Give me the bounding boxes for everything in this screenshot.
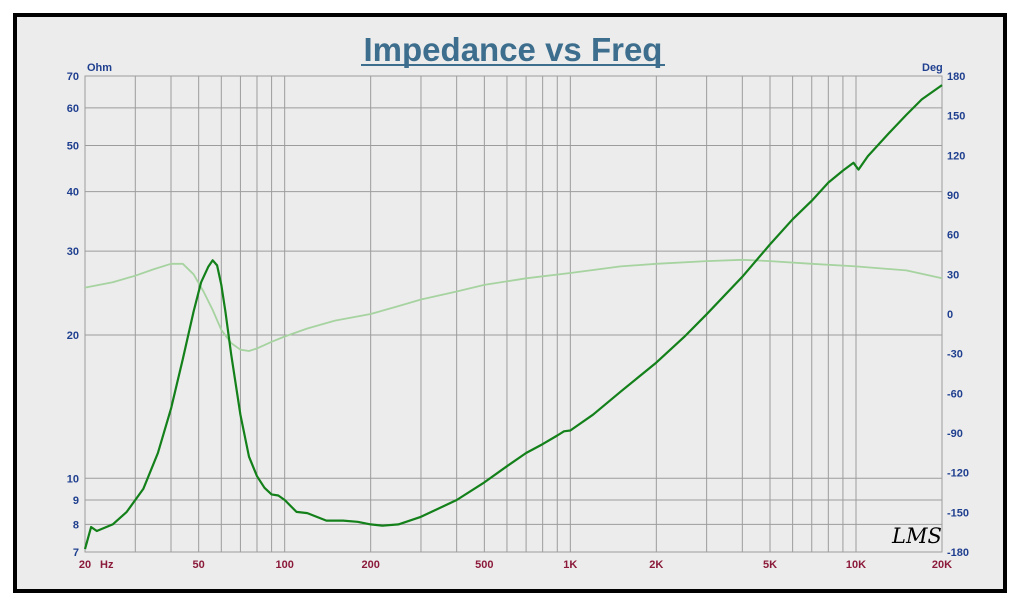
x-tick-label: 200	[361, 559, 379, 571]
left-tick-label: 50	[67, 141, 79, 153]
left-tick-label: 70	[67, 71, 79, 83]
impedance-chart: Impedance vs Freq Ohm Deg Hz 20 50 100 200 5…	[67, 31, 969, 571]
x-axis-unit: Hz	[100, 559, 114, 571]
x-tick-label: 1K	[563, 559, 577, 571]
right-tick-label: -90	[947, 428, 963, 440]
right-tick-label: 0	[947, 309, 953, 321]
x-tick-label: 500	[475, 559, 493, 571]
right-tick-label: 180	[947, 71, 965, 83]
right-tick-label: 150	[947, 111, 965, 123]
x-tick-label: 20K	[932, 559, 952, 571]
left-tick-label: 20	[67, 330, 79, 342]
x-tick-label: 10K	[846, 559, 866, 571]
left-tick-label: 8	[73, 519, 79, 531]
lms-logo: LMS	[891, 524, 942, 548]
right-tick-label: -60	[947, 388, 963, 400]
right-tick-label: -180	[947, 547, 969, 559]
grid	[84, 75, 943, 553]
right-axis-unit: Deg	[922, 62, 943, 74]
left-tick-label: 9	[73, 495, 79, 507]
right-tick-label: 120	[947, 150, 965, 162]
left-axis-unit: Ohm	[87, 62, 112, 74]
x-tick-label: 2K	[649, 559, 663, 571]
left-tick-label: 7	[73, 547, 79, 559]
phase-line	[84, 258, 943, 352]
x-tick-label: 20	[79, 559, 91, 571]
left-tick-label: 10	[67, 473, 79, 485]
right-tick-label: 30	[947, 269, 959, 281]
right-tick-label: -150	[947, 507, 969, 519]
left-tick-label: 40	[67, 187, 79, 199]
series-group	[83, 84, 943, 550]
right-tick-label: -120	[947, 468, 969, 480]
impedance-line	[83, 84, 943, 550]
right-tick-label: 90	[947, 190, 959, 202]
right-tick-label: 60	[947, 230, 959, 242]
chart-frame: Impedance vs Freq Ohm Deg Hz 20 50 100 200 5…	[13, 13, 1007, 593]
left-tick-label: 60	[67, 103, 79, 115]
chart-title: Impedance vs Freq	[364, 31, 663, 68]
right-tick-label: -30	[947, 349, 963, 361]
x-tick-label: 50	[193, 559, 205, 571]
axis-labels: Ohm Deg Hz 20 50 100 200 500 1K 2K 5K 10K 20K7060…	[67, 62, 969, 571]
left-tick-label: 30	[67, 246, 79, 258]
x-tick-label: 5K	[763, 559, 777, 571]
x-tick-label: 100	[275, 559, 293, 571]
